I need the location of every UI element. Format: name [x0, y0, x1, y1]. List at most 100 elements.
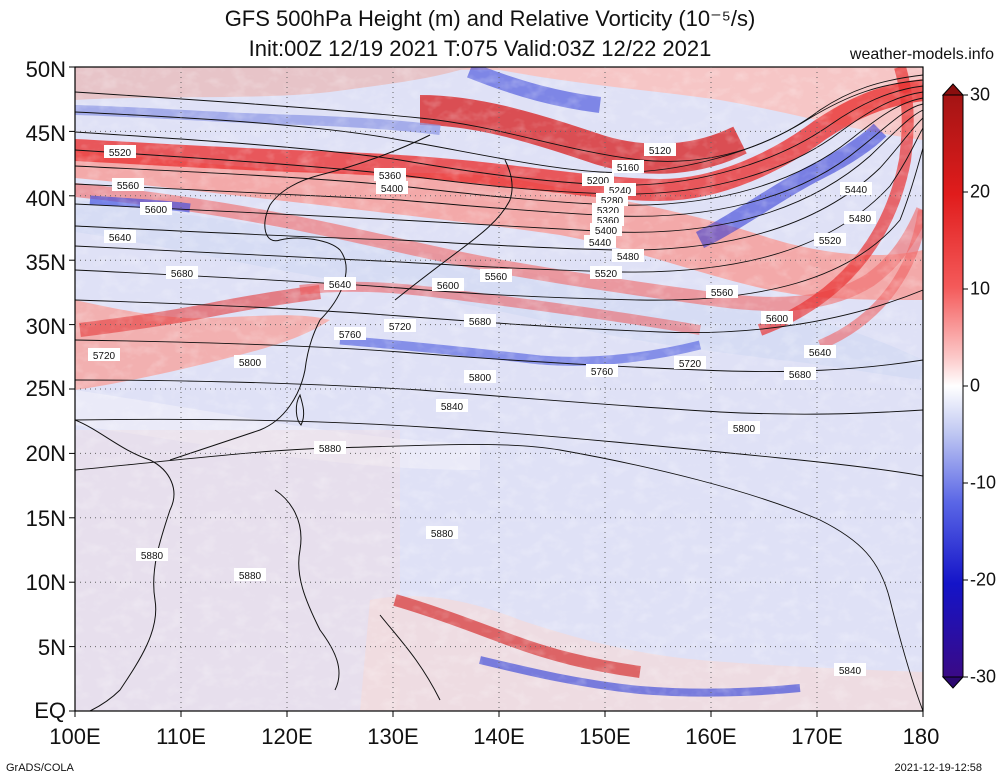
- lon-label-130e: 130E: [367, 724, 419, 749]
- contour-label: 5760: [339, 330, 362, 341]
- lat-label-10n: 10N: [25, 570, 66, 595]
- contour-label: 5240: [609, 186, 632, 197]
- contour-label: 5600: [766, 314, 789, 325]
- contour-label-bg: [804, 345, 836, 358]
- contour-label: 5760: [591, 367, 614, 378]
- contour-label-bg: [840, 182, 872, 195]
- height-contour-line: [75, 74, 923, 162]
- contour-label-bg: [166, 266, 198, 279]
- contour-label: 5560: [485, 272, 508, 283]
- contour-label-bg: [590, 266, 622, 279]
- height-contour-line: [75, 103, 923, 217]
- height-contour-line: [75, 127, 923, 273]
- height-contour-line: [75, 147, 923, 301]
- contour-label-bg: [761, 311, 793, 324]
- contour-label: 5440: [589, 238, 612, 249]
- site-credit: weather-models.info: [849, 46, 994, 63]
- contour-label-bg: [480, 269, 512, 282]
- contour-label: 5880: [239, 571, 262, 582]
- height-contour-line: [75, 91, 923, 195]
- contour-label: 5400: [381, 184, 404, 195]
- contour-label: 5560: [117, 181, 140, 192]
- contour-label: 5880: [319, 444, 342, 455]
- contour-label-bg: [374, 168, 406, 181]
- colorbar-tick-10: 10: [970, 278, 991, 299]
- contour-label-bg: [234, 568, 266, 581]
- contour-label-bg: [104, 145, 136, 158]
- lat-label-35n: 35N: [25, 250, 66, 275]
- contour-label: 5880: [431, 529, 454, 540]
- height-contour-line: [75, 117, 923, 251]
- colorbar: [941, 83, 965, 689]
- contour-label: 5640: [809, 348, 832, 359]
- height-contour-line: [75, 418, 923, 477]
- contour-label-bg: [432, 278, 464, 291]
- contour-label: 5680: [789, 370, 812, 381]
- contour-label: 5440: [845, 185, 868, 196]
- contour-label-bg: [436, 399, 468, 412]
- contour-label: 5400: [595, 226, 618, 237]
- lon-label-160e: 160E: [685, 724, 737, 749]
- contour-label-bg: [604, 183, 636, 196]
- contour-label: 5600: [437, 281, 460, 292]
- contour-label: 5800: [733, 424, 756, 435]
- contour-label-bg: [844, 211, 876, 224]
- contour-label: 5280: [601, 196, 624, 207]
- contour-label-bg: [612, 160, 644, 173]
- contour-label-bg: [728, 421, 760, 434]
- lat-label-25n: 25N: [25, 376, 66, 401]
- contour-label-bg: [644, 143, 676, 156]
- contour-label-bg: [584, 235, 616, 248]
- contour-label: 5560: [711, 288, 734, 299]
- contour-label: 5480: [849, 214, 872, 225]
- height-contour-line: [75, 85, 923, 186]
- contour-label: 5480: [617, 252, 640, 263]
- lon-label-100e: 100E: [49, 724, 101, 749]
- colorbar-tick-neg10: -10: [970, 472, 997, 493]
- colorbar-tick-20: 20: [970, 181, 991, 202]
- contour-label: 5680: [171, 269, 194, 280]
- contour-label: 5200: [587, 176, 610, 187]
- contour-label: 5520: [109, 148, 132, 159]
- height-contour-line: [75, 79, 923, 173]
- chart-subtitle: Init:00Z 12/19 2021 T:075 Valid:03Z 12/2…: [248, 36, 712, 61]
- contour-label-bg: [592, 213, 624, 226]
- lat-label-50n: 50N: [25, 57, 66, 82]
- colorbar-tick-0: 0: [970, 375, 981, 396]
- contour-label: 5800: [469, 373, 492, 384]
- contour-label: 5680: [469, 317, 492, 328]
- contour-label: 5880: [141, 551, 164, 562]
- height-contours: [75, 74, 923, 711]
- lat-label-15n: 15N: [25, 506, 66, 531]
- contour-label-bg: [324, 277, 356, 290]
- height-contour-line: [75, 379, 923, 415]
- lon-label-140e: 140E: [473, 724, 525, 749]
- contour-label: 5800: [239, 358, 262, 369]
- lat-label-40n: 40N: [25, 186, 66, 211]
- lat-label-30n: 30N: [25, 314, 66, 339]
- contour-label-bg: [706, 285, 738, 298]
- lat-label-5n: 5N: [37, 635, 66, 660]
- contour-label: 5360: [597, 216, 620, 227]
- lon-label-150e: 150E: [579, 724, 631, 749]
- contour-label-bg: [376, 181, 408, 194]
- lon-label-120e: 120E: [261, 724, 313, 749]
- contour-label-bg: [140, 202, 172, 215]
- contour-label: 5640: [109, 233, 132, 244]
- contour-label: 5600: [145, 205, 168, 216]
- footer-software: GrADS/COLA: [6, 762, 74, 774]
- contour-label-bg: [582, 173, 614, 186]
- lat-label-45n: 45N: [25, 121, 66, 146]
- contour-label-bg: [834, 663, 866, 676]
- contour-label-bg: [464, 370, 496, 383]
- contour-label-bg: [464, 314, 496, 327]
- contour-label-bg: [590, 223, 622, 236]
- contour-label-bg: [384, 319, 416, 332]
- contour-label-bg: [112, 178, 144, 191]
- contour-label-bg: [612, 249, 644, 262]
- contour-label: 5840: [441, 402, 464, 413]
- height-contour-line: [75, 289, 923, 334]
- colorbar-tick-30: 30: [970, 84, 991, 105]
- footer-timestamp: 2021-12-19-12:58: [894, 762, 982, 774]
